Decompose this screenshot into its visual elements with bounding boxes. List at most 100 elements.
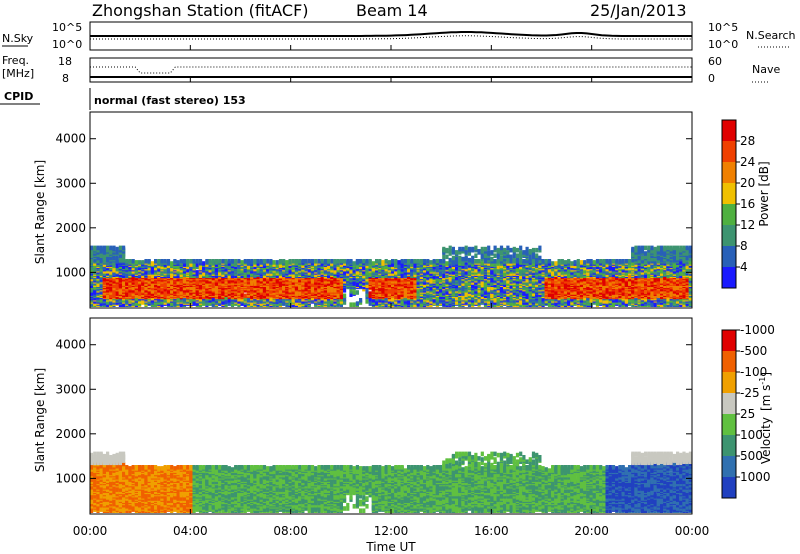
- power-cell: [416, 259, 420, 264]
- power-cell: [365, 292, 369, 297]
- power-cell: [154, 259, 158, 264]
- power-cell: [445, 289, 449, 294]
- power-cell: [150, 261, 154, 266]
- power-cell: [387, 264, 391, 270]
- power-cell: [221, 259, 225, 264]
- power-cell: [333, 276, 337, 282]
- power-cell: [253, 277, 257, 283]
- power-cell: [445, 261, 449, 266]
- power-cell: [483, 246, 488, 252]
- power-cell: [230, 259, 235, 264]
- beam-label: Beam 14: [356, 1, 428, 20]
- power-cell: [343, 259, 347, 264]
- power-cell: [378, 259, 382, 264]
- power-cell: [205, 289, 209, 294]
- power-cell: [278, 289, 283, 294]
- power-cell: [458, 281, 462, 286]
- power-cell: [176, 289, 180, 294]
- power-cell: [160, 289, 164, 294]
- power-cell: [99, 298, 103, 303]
- power-cell: [176, 260, 180, 265]
- power-cell: [519, 250, 523, 255]
- power-cell: [509, 247, 513, 253]
- power-cell: [349, 302, 353, 307]
- power-cell: [118, 245, 122, 251]
- power-cell: [445, 277, 449, 283]
- power-cell: [397, 263, 401, 269]
- power-cell: [122, 245, 126, 251]
- power-cell: [157, 259, 161, 264]
- power-cell: [506, 250, 510, 255]
- nave-label: Nave: [752, 63, 780, 76]
- power-cell: [525, 246, 529, 252]
- power-cell: [413, 263, 417, 269]
- power-cell: [93, 257, 97, 263]
- power-cell: [451, 255, 455, 261]
- power-cell: [467, 257, 472, 263]
- power-cell: [259, 259, 263, 264]
- power-cell: [343, 273, 347, 279]
- power-cell: [122, 264, 126, 270]
- power-cell: [90, 259, 94, 264]
- power-cell: [467, 251, 472, 256]
- power-cell: [195, 270, 199, 275]
- power-cell: [451, 259, 455, 264]
- power-cell: [99, 264, 103, 270]
- power-cell: [109, 245, 113, 251]
- date-label: 25/Jan/2013: [590, 1, 687, 20]
- power-cell: [250, 289, 254, 294]
- power-cell: [458, 246, 462, 252]
- power-cell: [387, 288, 391, 293]
- power-cell: [490, 256, 494, 262]
- power-cell: [173, 259, 177, 264]
- power-cell: [96, 245, 100, 251]
- power-cell: [455, 295, 459, 301]
- power-cell: [253, 264, 257, 270]
- power-cell: [211, 296, 215, 302]
- power-cell: [154, 289, 158, 294]
- power-cell: [224, 259, 228, 264]
- power-cell: [442, 273, 446, 279]
- power-cell: [496, 296, 500, 302]
- power-cell: [413, 259, 417, 264]
- power-cell: [195, 264, 199, 270]
- power-cell: [477, 259, 481, 264]
- power-cell: [461, 286, 465, 292]
- power-cell: [432, 264, 436, 270]
- power-cell: [189, 262, 193, 267]
- power-cell: [535, 247, 539, 253]
- power-cell: [538, 245, 542, 251]
- freq-label: Freq.: [2, 54, 29, 67]
- power-cell: [339, 259, 343, 264]
- power-cell: [496, 247, 500, 253]
- power-cell: [125, 259, 129, 264]
- power-cell: [115, 250, 119, 255]
- power-cell: [150, 283, 154, 289]
- power-cell: [288, 301, 292, 306]
- power-cell: [195, 259, 199, 264]
- power-cell: [262, 259, 267, 264]
- power-cell: [182, 259, 187, 264]
- cpid-label: CPID: [4, 90, 33, 103]
- power-cell: [115, 291, 119, 296]
- power-cell: [365, 289, 369, 294]
- power-cell: [269, 296, 273, 302]
- power-cell: [163, 259, 167, 264]
- power-cell: [237, 264, 241, 270]
- power-cell: [278, 259, 283, 264]
- power-cell: [314, 259, 318, 264]
- power-cell: [301, 259, 305, 264]
- power-cell: [480, 252, 484, 257]
- power-cell: [464, 245, 468, 251]
- power-cell: [499, 255, 504, 261]
- freq-trace: [90, 66, 692, 74]
- nsky-tick-bottom: 10^0: [52, 38, 82, 51]
- power-cell: [291, 259, 295, 264]
- nsky-label: N.Sky: [2, 32, 34, 45]
- power-cell: [202, 271, 206, 276]
- power-cell: [531, 254, 536, 260]
- power-cell: [368, 291, 372, 296]
- power-cell: [343, 296, 347, 302]
- power-cell: [202, 261, 206, 266]
